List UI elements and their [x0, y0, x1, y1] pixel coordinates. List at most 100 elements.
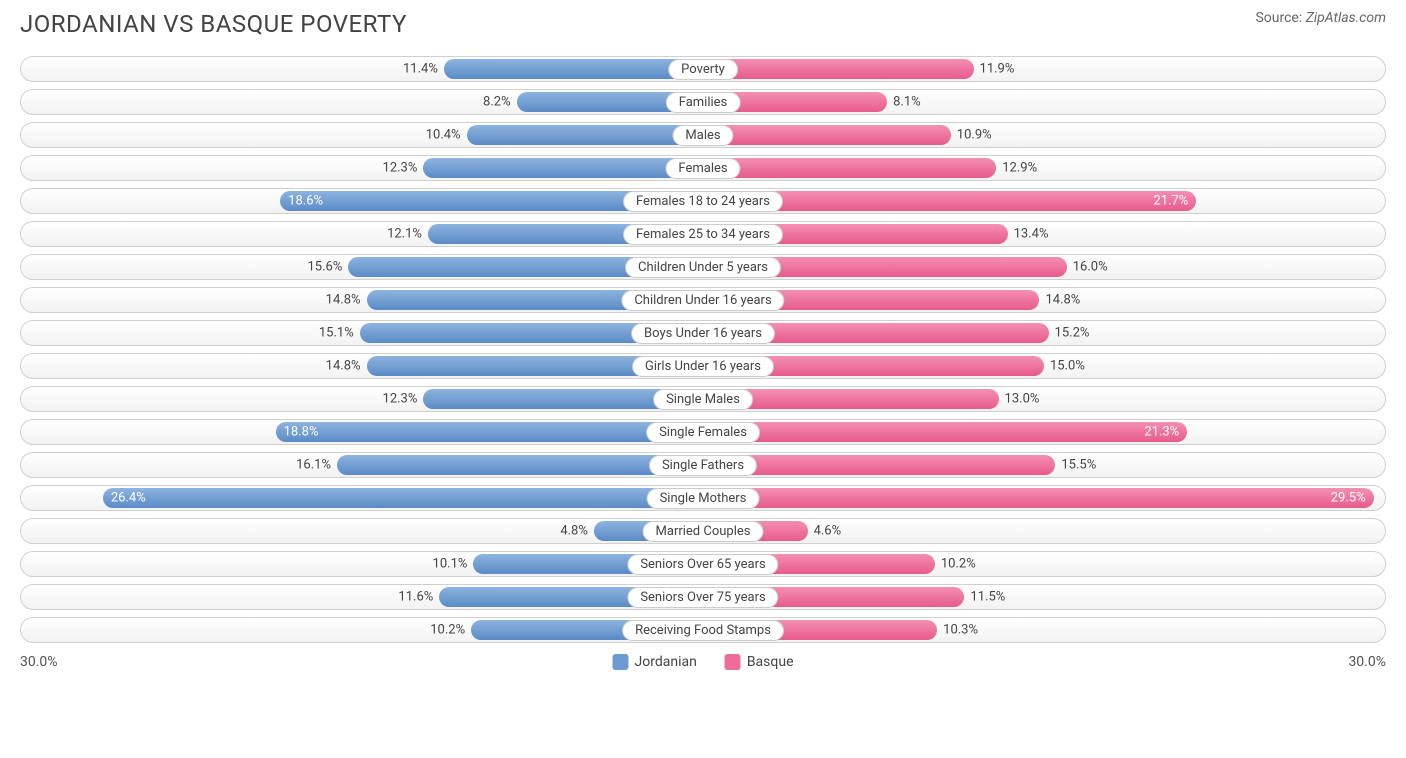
bar-right — [703, 59, 974, 79]
chart-row: 11.4% 11.9% Poverty — [20, 56, 1386, 82]
pct-left: 11.6% — [398, 590, 433, 605]
category-label: Girls Under 16 years — [632, 356, 774, 377]
category-label: Females 25 to 34 years — [623, 224, 783, 245]
bar-half-left: 15.6% — [21, 255, 703, 279]
chart-row: 18.6% 21.7% Females 18 to 24 years — [20, 188, 1386, 214]
pct-left: 4.8% — [560, 524, 588, 539]
chart-rows: 11.4% 11.9% Poverty 8.2% 8.1%Families 10.4% 10… — [20, 56, 1386, 643]
pct-left: 14.8% — [326, 293, 361, 308]
pct-left: 18.8% — [284, 425, 319, 440]
pct-right: 11.5% — [970, 590, 1005, 605]
bar-half-left: 12.3% — [21, 387, 703, 411]
category-label: Single Females — [646, 422, 760, 443]
legend-item-right: Basque — [725, 654, 794, 670]
bar-half-left: 26.4% — [21, 486, 703, 510]
bar-left: 26.4% — [103, 488, 703, 508]
bar-half-left: 12.3% — [21, 156, 703, 180]
legend-item-left: Jordanian — [613, 654, 697, 670]
category-label: Married Couples — [643, 521, 764, 542]
bar-right: 29.5% — [703, 488, 1374, 508]
bar-half-left: 15.1% — [21, 321, 703, 345]
bar-half-right: 11.9% — [703, 57, 1385, 81]
bar-half-right: 21.7% — [703, 189, 1385, 213]
pct-left: 8.2% — [483, 95, 511, 110]
bar-half-left: 16.1% — [21, 453, 703, 477]
category-label: Families — [666, 92, 741, 113]
bar-half-left: 8.2% — [21, 90, 703, 114]
pct-right: 21.3% — [1144, 425, 1179, 440]
bar-half-left: 4.8% — [21, 519, 703, 543]
pct-right: 10.9% — [957, 128, 992, 143]
bar-half-left: 18.6% — [21, 189, 703, 213]
bar-half-right: 21.3% — [703, 420, 1385, 444]
chart-title: JORDANIAN VS BASQUE POVERTY — [20, 10, 407, 38]
pct-right: 13.4% — [1014, 227, 1049, 242]
bar-half-right: 13.0% — [703, 387, 1385, 411]
category-label: Females — [665, 158, 740, 179]
pct-left: 26.4% — [111, 491, 146, 506]
bar-half-right: 15.0% — [703, 354, 1385, 378]
pct-left: 14.8% — [326, 359, 361, 374]
bar-left — [467, 125, 703, 145]
chart-row: 10.1% 10.2% Seniors Over 65 years — [20, 551, 1386, 577]
pct-right: 21.7% — [1153, 194, 1188, 209]
pct-left: 18.6% — [288, 194, 323, 209]
chart-row: 14.8% 15.0%Girls Under 16 years — [20, 353, 1386, 379]
bar-half-right: 14.8% — [703, 288, 1385, 312]
source-prefix: Source: — [1255, 10, 1305, 26]
pct-left: 11.4% — [403, 62, 438, 77]
axis-right-max: 30.0% — [1348, 654, 1386, 670]
pct-right: 4.6% — [814, 524, 842, 539]
bar-half-right: 8.1% — [703, 90, 1385, 114]
bar-half-left: 11.6% — [21, 585, 703, 609]
bar-half-right: 10.2% — [703, 552, 1385, 576]
chart-row: 12.3% 12.9% Females — [20, 155, 1386, 181]
category-label: Single Fathers — [649, 455, 757, 476]
pct-right: 12.9% — [1002, 161, 1037, 176]
pct-left: 15.6% — [308, 260, 343, 275]
chart-row: 4.8% 4.6% Married Couples — [20, 518, 1386, 544]
category-label: Receiving Food Stamps — [622, 620, 784, 641]
category-label: Seniors Over 65 years — [627, 554, 778, 575]
chart-row: 10.4%10.9%Males — [20, 122, 1386, 148]
chart-row: 12.1%13.4%Females 25 to 34 years — [20, 221, 1386, 247]
category-label: Single Males — [653, 389, 753, 410]
pct-right: 10.3% — [943, 623, 978, 638]
pct-left: 10.2% — [430, 623, 465, 638]
bar-half-left: 10.2% — [21, 618, 703, 642]
pct-right: 29.5% — [1331, 491, 1366, 506]
bar-half-right: 13.4% — [703, 222, 1385, 246]
bar-half-left: 10.4% — [21, 123, 703, 147]
source-name: ZipAtlas.com — [1306, 10, 1386, 26]
chart-footer: 30.0% Jordanian Basque 30.0% — [20, 651, 1386, 673]
pct-right: 13.0% — [1005, 392, 1040, 407]
pct-left: 10.1% — [433, 557, 468, 572]
chart-row: 11.6% 11.5% Seniors Over 75 years — [20, 584, 1386, 610]
pct-right: 11.9% — [980, 62, 1015, 77]
category-label: Children Under 5 years — [625, 257, 781, 278]
bar-half-left: 14.8% — [21, 354, 703, 378]
category-label: Poverty — [668, 59, 738, 80]
bar-half-right: 29.5% — [703, 486, 1385, 510]
chart-row: 15.1%15.2%Boys Under 16 years — [20, 320, 1386, 346]
legend-swatch-left — [613, 654, 629, 670]
bar-half-right: 10.9% — [703, 123, 1385, 147]
pct-right: 10.2% — [941, 557, 976, 572]
chart-row: 14.8%14.8%Children Under 16 years — [20, 287, 1386, 313]
chart-row: 26.4%29.5%Single Mothers — [20, 485, 1386, 511]
chart-row: 8.2% 8.1%Families — [20, 89, 1386, 115]
bar-half-right: 15.2% — [703, 321, 1385, 345]
bar-half-left: 18.8% — [21, 420, 703, 444]
bar-half-left: 11.4% — [21, 57, 703, 81]
legend-label-right: Basque — [747, 654, 794, 670]
category-label: Females 18 to 24 years — [623, 191, 783, 212]
bar-half-right: 10.3% — [703, 618, 1385, 642]
bar-half-left: 10.1% — [21, 552, 703, 576]
bar-right — [703, 125, 951, 145]
bar-half-left: 14.8% — [21, 288, 703, 312]
bar-half-right: 16.0% — [703, 255, 1385, 279]
pct-right: 14.8% — [1045, 293, 1080, 308]
chart-row: 12.3% 13.0% Single Males — [20, 386, 1386, 412]
legend-swatch-right — [725, 654, 741, 670]
category-label: Seniors Over 75 years — [627, 587, 778, 608]
